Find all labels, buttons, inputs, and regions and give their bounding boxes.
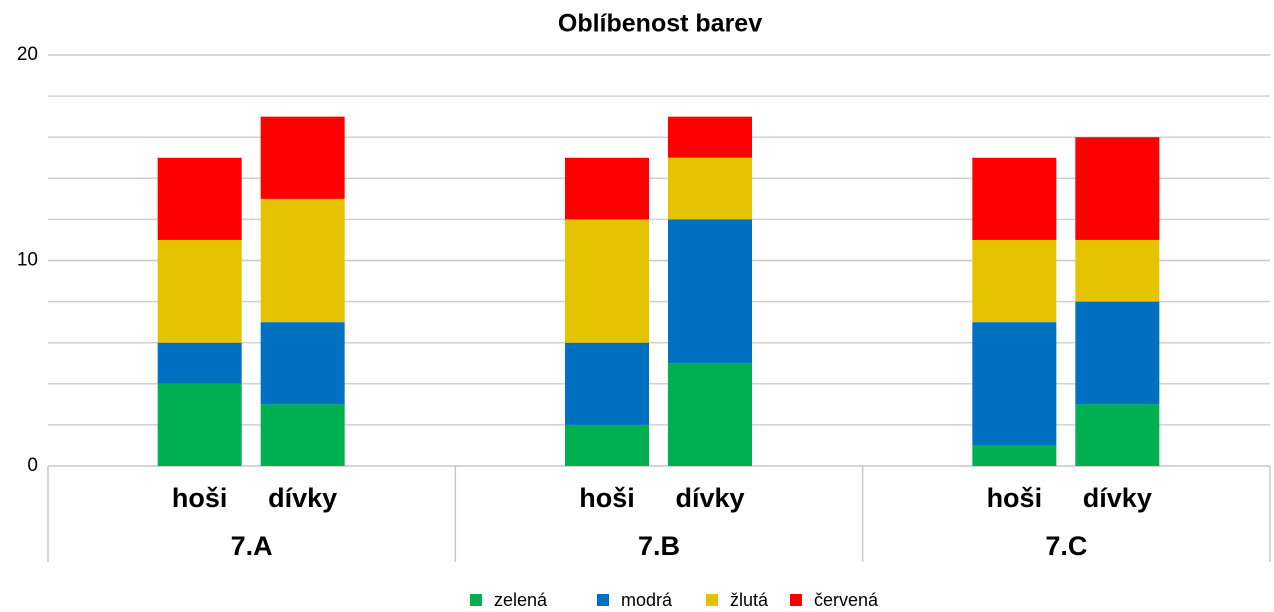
bar-segment bbox=[157, 239, 242, 343]
x-tick-label: dívky bbox=[268, 483, 337, 513]
bar-segment bbox=[972, 157, 1057, 240]
bar-segment bbox=[260, 322, 345, 405]
bar-segment bbox=[972, 239, 1057, 323]
bar-segment bbox=[157, 342, 242, 384]
bar-segment bbox=[1075, 239, 1160, 302]
bar-segment bbox=[157, 157, 242, 240]
bar-segment bbox=[668, 219, 752, 364]
bar-segment bbox=[668, 116, 752, 158]
x-tick-label: hoši bbox=[987, 483, 1043, 513]
x-tick-label: dívky bbox=[675, 483, 744, 513]
group-label: 7.B bbox=[638, 531, 680, 561]
legend-label: červená bbox=[814, 590, 879, 610]
y-tick-label: 10 bbox=[17, 250, 38, 271]
legend-swatch bbox=[790, 594, 802, 606]
bar-segment bbox=[260, 116, 345, 199]
legend-label: zelená bbox=[494, 590, 548, 610]
group-label: 7.A bbox=[231, 531, 273, 561]
bar-segment bbox=[1075, 301, 1160, 405]
y-tick-label: 0 bbox=[27, 455, 38, 476]
bar-segment bbox=[565, 342, 649, 425]
legend-label: žlutá bbox=[730, 590, 769, 610]
chart-title: Oblíbenost barev bbox=[558, 10, 762, 38]
bar-segment bbox=[565, 424, 649, 466]
x-tick-label: hoši bbox=[579, 483, 635, 513]
bar-segment bbox=[260, 198, 345, 323]
group-label: 7.C bbox=[1045, 531, 1087, 561]
bar-segment bbox=[157, 383, 242, 466]
x-tick-label: dívky bbox=[1083, 483, 1152, 513]
bar-segment bbox=[972, 322, 1057, 446]
bar-segment bbox=[565, 219, 649, 343]
legend-label: modrá bbox=[621, 590, 673, 610]
bar-segment bbox=[668, 363, 752, 466]
x-tick-label: hoši bbox=[172, 483, 228, 513]
bar-segment bbox=[565, 157, 649, 220]
bar-segment bbox=[1075, 137, 1160, 240]
bar-segment bbox=[260, 404, 345, 466]
bar-segment bbox=[668, 157, 752, 220]
legend-swatch bbox=[597, 594, 609, 606]
bar-segment bbox=[1075, 404, 1160, 466]
bar-segment bbox=[972, 445, 1057, 466]
legend-swatch bbox=[706, 594, 718, 606]
y-tick-label: 20 bbox=[17, 44, 38, 65]
legend-swatch bbox=[470, 594, 482, 606]
